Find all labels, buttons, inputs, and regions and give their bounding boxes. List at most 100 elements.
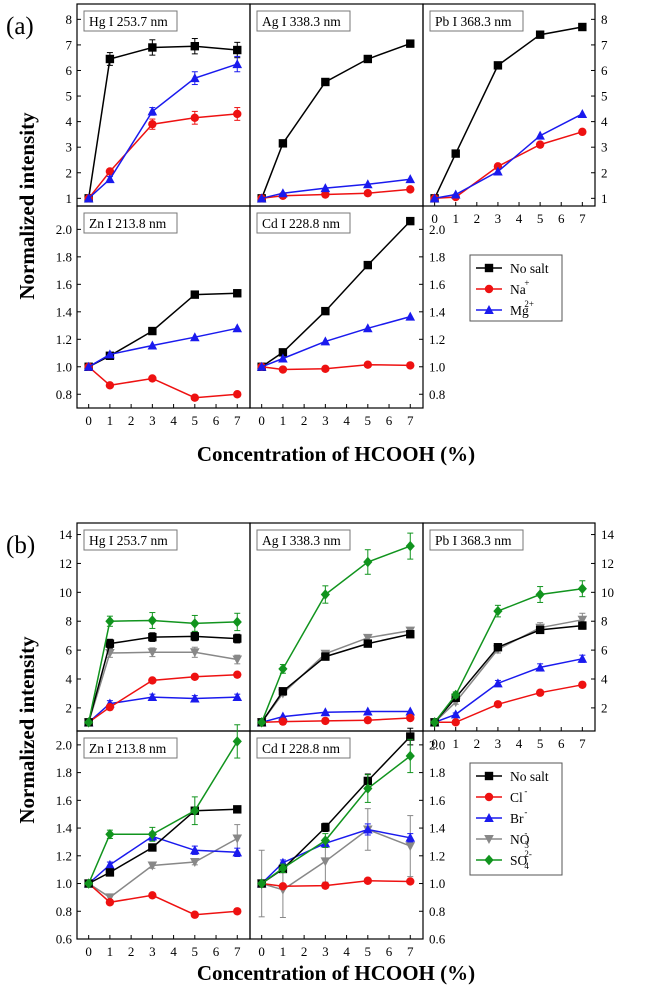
y-tick-label: 2	[601, 700, 608, 715]
data-point	[84, 878, 94, 889]
x-tick-label: 7	[579, 736, 586, 751]
data-point	[493, 61, 503, 70]
data-point	[190, 858, 200, 868]
y-tick-label: 1.8	[56, 249, 72, 264]
data-point	[190, 290, 200, 299]
y-tick-label: 4	[601, 672, 608, 687]
panel-title-box	[429, 10, 524, 32]
legend-sup: 2-	[524, 849, 532, 859]
x-tick-label: 7	[579, 211, 586, 226]
legend-marker	[484, 305, 494, 314]
y-tick-label: 1.4	[429, 821, 446, 836]
y-tick-label: 12	[601, 556, 614, 571]
x-tick-label: 6	[558, 736, 565, 751]
y-tick-label: 0.8	[56, 904, 72, 919]
data-point	[405, 842, 416, 852]
x-tick-label: 5	[537, 211, 544, 226]
data-point	[493, 605, 503, 617]
data-point	[363, 715, 373, 725]
panel-title-box	[256, 212, 351, 234]
y-tick-label: 2.0	[429, 737, 445, 752]
y-tick-label: 8	[601, 12, 608, 27]
y-tick-label: 0.8	[429, 387, 445, 402]
data-point	[321, 881, 330, 890]
legend-sup: 2+	[524, 299, 534, 309]
legend-item: SO4 2-	[476, 849, 532, 871]
data-point	[321, 190, 330, 199]
data-point	[232, 692, 243, 702]
data-point	[105, 174, 115, 184]
series-mg2	[256, 311, 416, 371]
data-point	[406, 877, 415, 886]
y-tick-label: 1.2	[429, 848, 445, 863]
y-tick-label: 1.0	[56, 359, 72, 374]
data-point	[83, 361, 94, 371]
data-point	[406, 630, 415, 639]
y-tick-label: 3	[601, 140, 608, 155]
data-point	[148, 632, 157, 642]
x-tick-label: 2	[301, 944, 308, 959]
series-mg2	[83, 323, 243, 371]
data-point	[405, 174, 416, 184]
data-point	[105, 868, 115, 877]
y-tick-label: 0.6	[429, 932, 446, 947]
panel-title: Zn I 213.8 nm	[89, 216, 167, 231]
y-tick-label: 4	[66, 114, 73, 129]
legend-a: No salt Na+ Mg2+	[469, 254, 563, 322]
data-point	[190, 113, 200, 122]
data-point	[278, 663, 288, 675]
panel-b-2: Ag I 338.3 nm	[249, 522, 424, 732]
data-point	[363, 260, 373, 270]
data-point	[190, 393, 200, 402]
y-axis-label-b: Normalized intensity	[15, 636, 39, 824]
data-point	[321, 652, 330, 661]
legend-item: Na+	[476, 278, 529, 297]
data-point	[190, 845, 200, 855]
y-tick-label: 1.2	[56, 332, 72, 347]
data-point	[278, 188, 288, 198]
x-tick-label: 1	[107, 413, 114, 428]
x-axis-label-b: Concentration of HCOOH (%)	[197, 961, 475, 985]
y-tick-label: 1.6	[429, 277, 446, 292]
data-point	[147, 106, 158, 116]
panel-title-box	[83, 212, 178, 234]
data-point	[190, 332, 200, 342]
panel-b-4: 0.6 0.8 1.0 1.2 1.4 1.6 1.8 2.0 0 1 2 3 4 5 6 7 Zn I 213…	[56, 724, 251, 959]
data-point	[190, 910, 200, 919]
x-tick-label: 0	[258, 413, 265, 428]
panel-frame	[422, 3, 596, 207]
data-point	[321, 364, 330, 374]
data-point	[577, 583, 587, 594]
data-point	[148, 119, 157, 129]
data-point	[148, 843, 157, 852]
data-point	[493, 162, 503, 171]
data-point	[363, 824, 373, 834]
x-tick-label: 1	[452, 736, 459, 751]
panel-a-2: Ag I 338.3 nm	[249, 3, 424, 207]
x-tick-label: 0	[431, 211, 438, 226]
y-tick-label: 8	[66, 614, 73, 629]
x-tick-label: 7	[407, 413, 414, 428]
legend-marker	[484, 854, 494, 866]
x-tick-label: 5	[365, 413, 372, 428]
data-point	[105, 898, 115, 907]
data-point	[233, 109, 242, 119]
data-point	[190, 693, 200, 703]
legend-marker	[484, 813, 494, 822]
legend-sup: +	[524, 278, 529, 288]
legend-label: SO	[510, 853, 528, 868]
series-na	[430, 127, 587, 203]
data-point	[233, 670, 242, 679]
data-point	[278, 353, 288, 363]
data-point	[363, 783, 373, 794]
legend-label: Br	[510, 811, 524, 826]
series-na	[257, 360, 415, 374]
data-point	[363, 706, 373, 716]
legend-box	[469, 762, 563, 876]
data-point	[232, 59, 243, 69]
data-point	[321, 716, 330, 726]
data-point	[232, 616, 242, 628]
panel-b-1: 2 4 6 8 10 12 14 Hg I 253.7 nm	[59, 522, 251, 732]
series-mg2	[429, 108, 588, 203]
x-tick-label: 4	[516, 736, 523, 751]
